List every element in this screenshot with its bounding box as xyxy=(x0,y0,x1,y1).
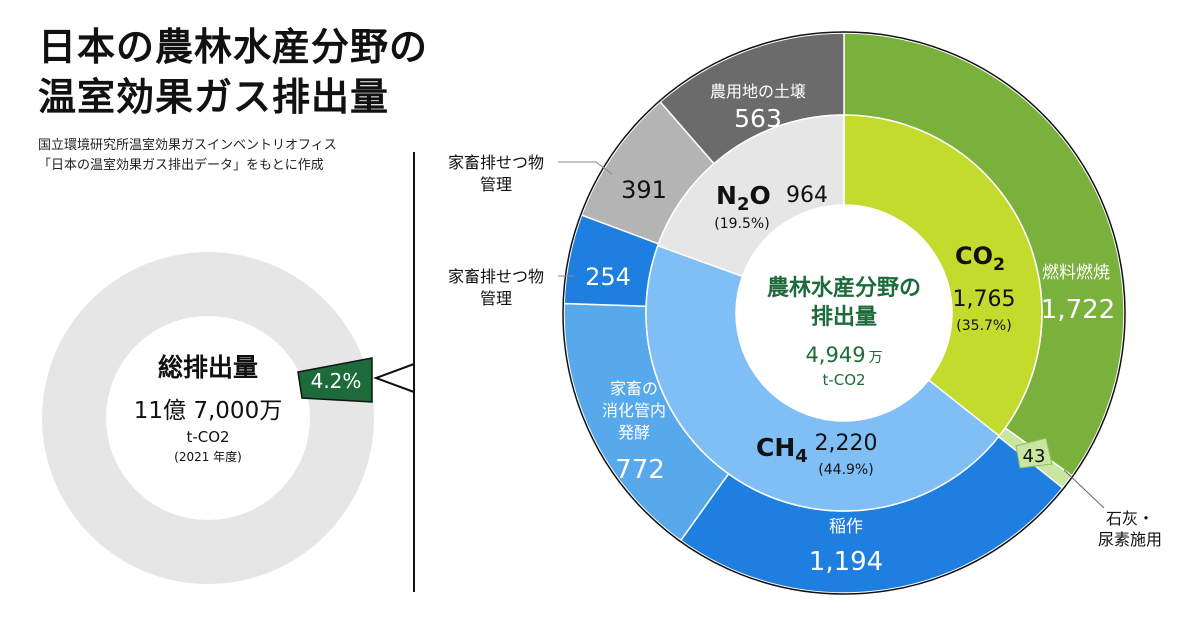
co2-label-group: CO2 1,765 (35.7%) xyxy=(953,242,1016,334)
enteric-category-line-2: 消化管内 xyxy=(602,401,666,420)
enteric-label-group: 家畜の 消化管内 発酵 772 xyxy=(602,379,666,485)
co2-value-label: 1,765 xyxy=(953,287,1016,312)
ch4-label-group: CH4 2,220 (44.9%) xyxy=(756,431,877,478)
n2o-value-label: 964 xyxy=(786,183,828,208)
manure-ch4-value-label: 254 xyxy=(585,263,631,291)
agri-center: 農林水産分野の 排出量 4,949 万 t-CO2 xyxy=(767,275,921,389)
n2o-label-group: N2O 964 (19.5%) xyxy=(714,181,828,232)
total-center-label: 総排出量 xyxy=(158,353,258,382)
lime-category-line-1: 石灰・ xyxy=(1106,509,1154,528)
total-donut: 総排出量 11億 7,000万 t-CO2 (2021 年度) 4.2% xyxy=(42,252,374,584)
enteric-category-line-3: 発酵 xyxy=(618,423,650,442)
total-year: (2021 年度) xyxy=(174,449,242,464)
ch4-share-label: (44.9%) xyxy=(818,462,873,478)
co2-share-label: (35.7%) xyxy=(956,318,1011,334)
manure-n2o-callout-line xyxy=(558,161,613,175)
co2-gas-label: CO2 xyxy=(955,242,1005,275)
rice-category-label: 稲作 xyxy=(829,517,863,537)
center-title-line-2: 排出量 xyxy=(811,305,877,330)
title-line-1: 日本の農林水産分野の xyxy=(38,25,429,69)
source-line-2: 「日本の温室効果ガス排出データ」をもとに作成 xyxy=(38,158,324,173)
soil-category-label: 農用地の土壌 xyxy=(710,82,806,101)
fuel-value-label: 1,722 xyxy=(1041,295,1115,325)
lime-category-line-2: 尿素施用 xyxy=(1098,530,1162,549)
center-unit: t-CO2 xyxy=(822,371,865,389)
enteric-value-label: 772 xyxy=(615,455,665,485)
lime-label-group: 石灰・ 尿素施用 xyxy=(1098,509,1162,549)
manure-n2o-category-line-1: 家畜排せつ物 xyxy=(448,153,544,172)
share-label: 4.2% xyxy=(311,369,362,393)
lime-callout-line xyxy=(1063,469,1105,509)
donut-outer-outline xyxy=(562,31,1126,595)
n2o-gas-label: N2O xyxy=(716,181,771,215)
lime-value-badge xyxy=(1015,437,1053,469)
n2o-inner-segment xyxy=(656,114,845,278)
rice-label-group: 稲作 1,194 xyxy=(809,517,883,577)
co2-inner-segment xyxy=(843,114,1043,438)
rice-value-label: 1,194 xyxy=(809,547,883,577)
agri-nested-donut xyxy=(562,31,1126,595)
total-unit: t-CO2 xyxy=(186,428,229,446)
source-line-1: 国立環境研究所温室効果ガスインベントリオフィス xyxy=(38,138,337,153)
center-value: 4,949 xyxy=(805,343,865,367)
share-badge xyxy=(297,357,373,403)
manure-n2o-category-line-2: 管理 xyxy=(480,175,512,194)
manure-ch4-category-line-1: 家畜排せつ物 xyxy=(448,267,544,286)
source-note: 国立環境研究所温室効果ガスインベントリオフィス 「日本の温室効果ガス排出データ」… xyxy=(38,136,337,176)
manure-ch4-category-line-2: 管理 xyxy=(480,289,512,308)
page-title: 日本の農林水産分野の 温室効果ガス排出量 xyxy=(38,22,428,122)
lime-value-label: 43 xyxy=(1023,446,1046,467)
soil-label-group: 農用地の土壌 563 xyxy=(710,82,806,133)
soil-value-label: 563 xyxy=(734,104,782,133)
donut-center-hole xyxy=(738,207,950,419)
fuel-label-group: 燃料燃焼 1,722 xyxy=(1041,263,1115,325)
ch4-gas-label: CH4 xyxy=(756,433,808,467)
manure-n2o-callout: 家畜排せつ物 管理 xyxy=(448,153,613,194)
center-value-unit: 万 xyxy=(869,350,883,366)
total-value: 11億 7,000万 xyxy=(134,398,282,424)
center-title-line-1: 農林水産分野の xyxy=(767,275,921,301)
enteric-category-line-1: 家畜の xyxy=(610,379,658,398)
manure-n2o-value-label: 391 xyxy=(621,176,667,204)
center-value-text: 4,949 万 xyxy=(805,343,882,367)
n2o-share-label: (19.5%) xyxy=(714,216,769,232)
fuel-category-label: 燃料燃焼 xyxy=(1042,263,1110,283)
total-ring xyxy=(42,252,374,584)
title-line-2: 温室効果ガス排出量 xyxy=(38,75,390,119)
ch4-value-label: 2,220 xyxy=(815,431,878,456)
manure-ch4-callout: 家畜排せつ物 管理 xyxy=(448,267,574,308)
ch4-inner-segment xyxy=(645,244,1001,512)
bracket-connector xyxy=(373,152,415,592)
bracket-pointer xyxy=(373,363,415,393)
